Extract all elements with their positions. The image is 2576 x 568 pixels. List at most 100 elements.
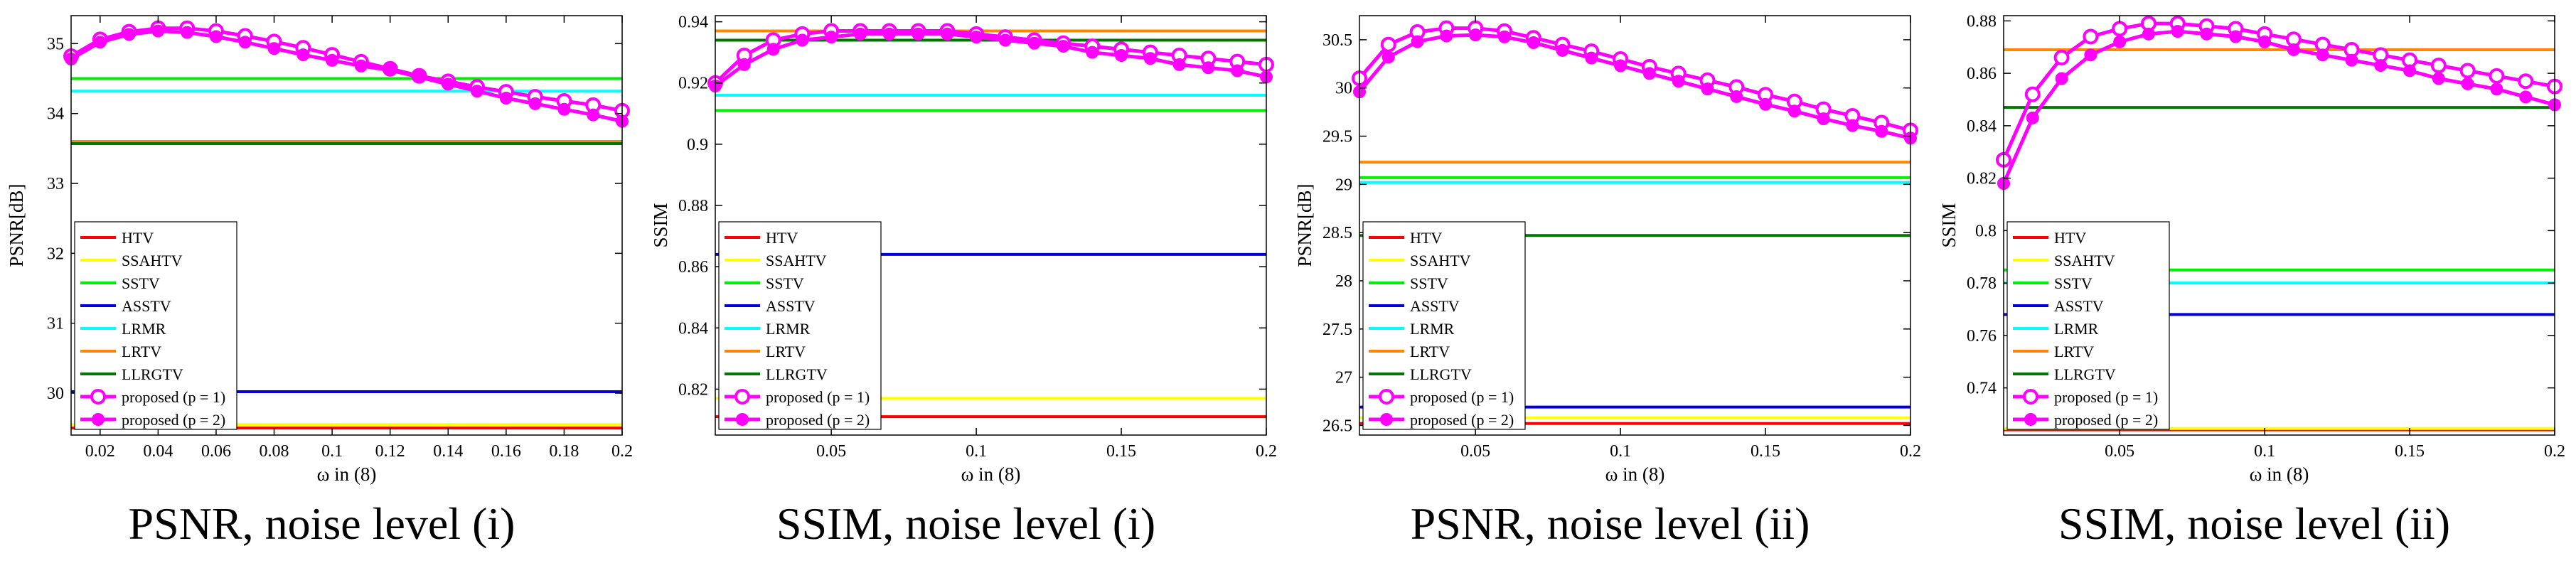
data-point-proposed-p-1 xyxy=(2489,68,2505,84)
chart-panel-psnr-noise-i: 0.02 0.04 0.06 0.08 0.1 0.12 0.14 0.16 0.18 0.2 30… xyxy=(0,0,643,568)
x-tick-label: 0.06 xyxy=(201,442,231,461)
y-tick-label: 0.88 xyxy=(1967,12,1997,31)
y-tick-label: 33 xyxy=(47,175,64,193)
chart-panel-ssim-noise-i: 0.05 0.1 0.15 0.2 0.82 0.84 0.86 0.88 0.9 0.92 0.9… xyxy=(644,0,1288,568)
data-point-proposed-p-2 xyxy=(1730,90,1743,103)
legend-marker-proposed-p-2 xyxy=(92,413,105,426)
y-tick-label: 27.5 xyxy=(1322,321,1352,339)
data-point-proposed-p-2 xyxy=(122,28,136,41)
y-tick-label: 28 xyxy=(1335,272,1352,291)
y-tick-label: 30 xyxy=(1335,80,1352,98)
x-tick-label: 0.2 xyxy=(1900,442,1921,461)
data-point-proposed-p-2 xyxy=(1469,28,1482,42)
legend-label-proposed-p-2: proposed (p = 2) xyxy=(766,411,870,429)
plot-frame xyxy=(1359,15,1911,436)
y-tick-label: 29 xyxy=(1335,176,1352,194)
chart-psnr-noise-i: 0.02 0.04 0.06 0.08 0.1 0.12 0.14 0.16 0.18 0.2 30… xyxy=(6,15,633,485)
data-point-proposed-p-2 xyxy=(2287,43,2300,56)
y-tick-label: 0.86 xyxy=(678,258,708,277)
y-tick-label: 31 xyxy=(47,315,64,333)
legend-label-htv: HTV xyxy=(766,229,798,247)
legend-label-lrmr: LRMR xyxy=(2054,320,2099,338)
data-point-proposed-p-2 xyxy=(1759,97,1773,111)
x-tick-label: 0.05 xyxy=(816,442,846,461)
data-point-proposed-p-2 xyxy=(2258,35,2272,48)
legend-marker-proposed-p-1 xyxy=(1379,389,1394,404)
plot-frame xyxy=(70,15,623,436)
x-tick-label: 0.05 xyxy=(1460,442,1490,461)
data-point-proposed-p-2 xyxy=(970,31,983,44)
legend-label-sstv: SSTV xyxy=(1410,274,1448,292)
data-point-proposed-p-2 xyxy=(587,108,600,122)
data-point-proposed-p-1 xyxy=(1380,36,1396,53)
chart-ssim-noise-i: 0.05 0.1 0.15 0.2 0.82 0.84 0.86 0.88 0.9 0.92 0.9… xyxy=(650,14,1277,485)
data-point-proposed-p-2 xyxy=(2461,77,2474,90)
x-axis-label: ω in (8) xyxy=(2250,463,2309,485)
x-tick-label: 0.1 xyxy=(2254,442,2275,461)
data-point-proposed-p-2 xyxy=(2171,25,2184,38)
plot-frame xyxy=(715,15,1267,436)
y-axis-label: SSIM xyxy=(650,203,671,247)
data-point-proposed-p-2 xyxy=(267,42,281,55)
y-tick-label: 0.82 xyxy=(1967,170,1997,188)
y-tick-label: 35 xyxy=(47,35,64,53)
data-point-proposed-p-2 xyxy=(1614,59,1628,73)
y-tick-label: 0.92 xyxy=(678,75,708,93)
y-tick-label: 0.8 xyxy=(1975,222,1997,240)
x-tick-label: 0.2 xyxy=(611,442,633,461)
caption-psnr-noise-i: PSNR, noise level (i) xyxy=(128,498,515,549)
caption-ssim-noise-i: SSIM, noise level (i) xyxy=(776,498,1156,549)
x-tick-label: 0.2 xyxy=(1256,442,1277,461)
data-point-proposed-p-2 xyxy=(93,36,107,49)
data-point-proposed-p-2 xyxy=(209,30,223,43)
data-point-proposed-p-2 xyxy=(766,43,780,56)
y-tick-label: 26.5 xyxy=(1322,417,1352,435)
data-point-proposed-p-2 xyxy=(1143,52,1157,65)
data-point-proposed-p-2 xyxy=(912,27,925,41)
y-tick-label: 0.84 xyxy=(1967,117,1997,136)
data-point-proposed-p-2 xyxy=(499,92,513,105)
legend-marker-proposed-p-2 xyxy=(1380,413,1393,426)
data-point-proposed-p-2 xyxy=(2026,111,2039,124)
legend: HTV SSAHTV SSTV ASSTV LRMR LRTV LLRGTV proposed… xyxy=(718,221,882,430)
data-point-proposed-p-2 xyxy=(796,33,809,47)
y-tick-label: 30 xyxy=(47,385,64,403)
data-point-proposed-p-1 xyxy=(2430,58,2447,74)
legend-label-htv: HTV xyxy=(1410,229,1442,247)
data-point-proposed-p-2 xyxy=(1642,67,1656,80)
legend-label-asstv: ASSTV xyxy=(766,297,816,315)
data-point-proposed-p-2 xyxy=(1057,40,1070,53)
data-point-proposed-p-2 xyxy=(181,26,194,39)
data-point-proposed-p-2 xyxy=(1527,36,1540,49)
y-tick-label: 0.74 xyxy=(1967,380,1997,398)
y-tick-label: 0.86 xyxy=(1967,65,1997,83)
legend-label-lrtv: LRTV xyxy=(1410,343,1450,360)
data-point-proposed-p-1 xyxy=(2112,21,2128,37)
data-point-proposed-p-2 xyxy=(882,27,896,41)
x-tick-label: 0.15 xyxy=(1751,442,1780,461)
legend-label-lrtv: LRTV xyxy=(122,343,161,360)
y-tick-label: 0.78 xyxy=(1967,274,1997,293)
legend-label-ssahtv: SSAHTV xyxy=(2054,252,2115,269)
data-point-proposed-p-2 xyxy=(941,27,954,41)
legend-marker-proposed-p-2 xyxy=(736,413,749,426)
legend-label-lrtv: LRTV xyxy=(2054,343,2094,360)
data-point-proposed-p-2 xyxy=(383,63,397,77)
legend: HTV SSAHTV SSTV ASSTV LRMR LRTV LLRGTV proposed… xyxy=(1362,221,1526,430)
data-point-proposed-p-2 xyxy=(528,97,542,110)
data-point-proposed-p-2 xyxy=(2200,27,2213,41)
data-point-proposed-p-2 xyxy=(2055,72,2068,85)
chart-ssim-noise-ii: 0.05 0.1 0.15 0.2 0.74 0.76 0.78 0.8 0.82 0.84 0.8… xyxy=(1938,12,2565,485)
legend: HTV SSAHTV SSTV ASSTV LRMR LRTV LLRGTV proposed… xyxy=(2006,221,2170,430)
legend-label-sstv: SSTV xyxy=(2054,274,2093,292)
legend: HTV SSAHTV SSTV ASSTV LRMR LRTV LLRGTV proposed… xyxy=(74,221,237,430)
legend-label-ssahtv: SSAHTV xyxy=(766,252,827,269)
legend-marker-proposed-p-1 xyxy=(2023,389,2038,404)
x-axis-label: ω in (8) xyxy=(1605,463,1665,485)
x-tick-label: 0.15 xyxy=(1106,442,1136,461)
y-tick-label: 0.82 xyxy=(678,380,708,399)
data-point-proposed-p-2 xyxy=(2316,48,2329,62)
data-point-proposed-p-2 xyxy=(2084,48,2097,62)
data-point-proposed-p-2 xyxy=(2229,30,2243,43)
